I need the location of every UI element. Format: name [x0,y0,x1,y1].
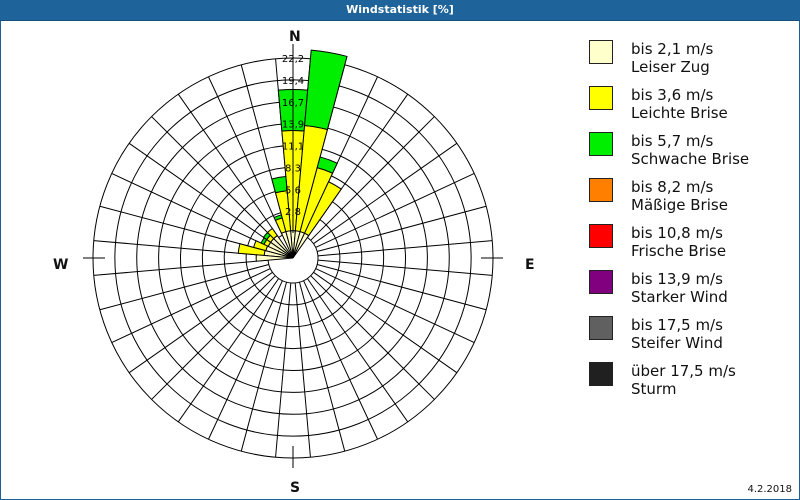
grid-spoke [208,76,283,236]
grid-spoke [240,282,288,452]
radial-tick-label: 19,4 [282,76,304,87]
rose-petal-segment [303,181,342,237]
legend-label: Starker Wind [631,288,728,306]
legend-swatch [589,362,613,386]
legend-swatch [589,224,613,248]
grid-spoke [313,142,458,245]
legend-swatch [589,132,613,156]
grid-spoke [128,142,273,245]
grid-spoke [177,278,280,423]
radial-tick-label: 16,7 [282,98,304,109]
grid-spoke [303,280,378,440]
grid-spoke [111,268,271,343]
grid-spoke [177,93,280,238]
legend-label: Frische Brise [631,242,727,260]
grid-spoke [315,268,475,343]
radial-tick-label: 11,1 [282,142,304,153]
legend-label: Schwache Brise [631,150,750,168]
grid-spoke [99,263,269,311]
rose-petal-segment [316,156,338,174]
compass-north-label: N [289,29,301,45]
grid-spoke [317,240,493,257]
legend-swatch [589,316,613,340]
radial-tick-label: 8,3 [285,163,301,174]
rose-petal-segment [262,231,272,241]
legend-label: Leichte Brise [631,104,728,122]
legend-range: bis 2,1 m/s [631,40,714,58]
date-label: 4.2.2018 [747,484,792,495]
grid-spoke [128,271,273,374]
legend-swatch [589,86,613,110]
grid-spoke [208,280,283,440]
radial-tick-label: 13,9 [282,120,304,131]
legend-label: Leiser Zug [631,58,710,76]
grid-spoke [294,282,311,458]
rose-petal-segment [266,227,279,240]
compass-west-label: W [53,257,69,273]
window-title: Windstatistik [%] [0,0,800,21]
legend-label: Mäßige Brise [631,196,728,214]
radial-tick-label: 5,6 [285,185,301,196]
grid-spoke [111,173,271,248]
legend-label: Sturm [631,380,677,398]
grid-spoke [317,263,487,311]
grid-spoke [310,116,435,241]
compass-south-label: S [290,480,301,496]
rose-petal-segment [237,243,266,257]
legend-range: bis 10,8 m/s [631,224,723,242]
grid-spoke [275,282,292,458]
legend-range: bis 17,5 m/s [631,316,723,334]
rose-petal-segment [271,176,288,194]
legend-swatch [589,40,613,64]
legend-swatch [589,178,613,202]
grid-spoke [317,259,493,276]
grid-spoke [315,173,475,248]
legend-swatch [589,270,613,294]
grid-spoke [151,116,276,241]
legend-range: bis 13,9 m/s [631,270,723,288]
grid-spoke [313,271,458,374]
legend-range: bis 5,7 m/s [631,132,714,150]
legend-label: Steifer Wind [631,334,723,352]
compass-east-label: E [525,257,535,273]
legend-range: bis 8,2 m/s [631,178,714,196]
radial-tick-label: 22,2 [282,54,304,65]
grid-spoke [298,282,346,452]
radial-tick-label: 2,8 [285,207,301,218]
grid-spoke [317,205,487,253]
rose-petal-segment [260,237,268,246]
rose-petal-segment [304,49,348,131]
grid-spoke [151,275,276,400]
legend-range: über 17,5 m/s [631,362,736,380]
rose-petal-segment [255,254,294,262]
grid-spoke [93,259,269,276]
legend-range: bis 3,6 m/s [631,86,714,104]
grid-spoke [306,278,409,423]
grid-spoke [310,275,435,400]
